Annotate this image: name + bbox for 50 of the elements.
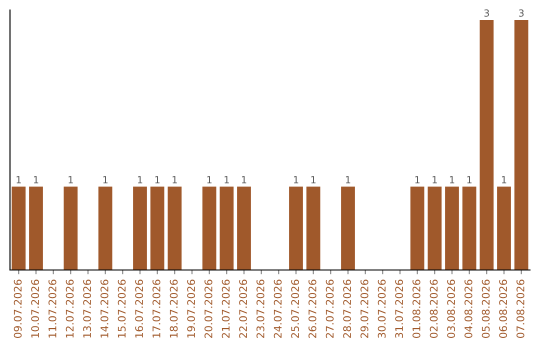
x-tick-label: 25.07.2026 bbox=[291, 280, 300, 338]
data-label: 1 bbox=[172, 176, 177, 184]
x-tick-label: 31.07.2026 bbox=[395, 280, 404, 338]
x-tick-label: 11.07.2026 bbox=[48, 280, 56, 338]
x-tick-label: 02.08.2026 bbox=[430, 280, 438, 338]
x-tick-label: 06.08.2026 bbox=[499, 280, 508, 338]
data-label: 1 bbox=[294, 176, 298, 184]
x-tick-label: 27.07.2026 bbox=[326, 280, 334, 338]
x-tick-label: 29.07.2026 bbox=[360, 280, 368, 338]
data-label: 1 bbox=[138, 176, 142, 184]
x-tick-label: 24.07.2026 bbox=[274, 280, 282, 338]
x-tick-label: 05.08.2026 bbox=[482, 280, 490, 338]
data-label: 1 bbox=[103, 176, 108, 184]
data-label: 1 bbox=[224, 176, 229, 184]
data-label: 1 bbox=[242, 176, 246, 184]
data-label: 1 bbox=[311, 176, 316, 184]
data-label: 1 bbox=[68, 176, 73, 184]
x-tick-label: 28.07.2026 bbox=[343, 280, 352, 338]
x-tick-label: 16.07.2026 bbox=[135, 280, 144, 338]
data-label: 1 bbox=[207, 176, 212, 184]
data-label: 1 bbox=[450, 176, 454, 184]
data-label: 1 bbox=[34, 176, 38, 184]
x-tick-label: 19.07.2026 bbox=[187, 280, 196, 338]
x-tick-label: 14.07.2026 bbox=[100, 280, 108, 338]
x-tick-label: 21.07.2026 bbox=[222, 280, 230, 338]
x-tick-label: 17.07.2026 bbox=[152, 280, 160, 338]
data-label: 1 bbox=[415, 176, 420, 184]
data-label: 1 bbox=[346, 176, 350, 184]
x-tick-label: 10.07.2026 bbox=[31, 280, 40, 338]
data-label: 1 bbox=[502, 176, 506, 184]
x-tick-label: 30.07.2026 bbox=[378, 280, 386, 338]
data-label: 3 bbox=[484, 9, 489, 17]
x-tick-label: 15.07.2026 bbox=[118, 280, 126, 338]
data-label: 3 bbox=[518, 9, 524, 17]
data-label: 1 bbox=[432, 176, 437, 184]
x-tick-label: 18.07.2026 bbox=[170, 280, 178, 338]
x-tick-label: 04.08.2026 bbox=[464, 280, 472, 338]
x-tick-label: 26.07.2026 bbox=[308, 280, 316, 338]
x-tick-label: 22.07.2026 bbox=[239, 280, 248, 338]
x-tick-label: 09.07.2026 bbox=[14, 280, 22, 338]
x-tick-label: 12.07.2026 bbox=[66, 280, 74, 338]
x-tick-label: 13.07.2026 bbox=[83, 280, 92, 338]
x-tick-label: 07.08.2026 bbox=[516, 280, 524, 338]
x-tick-label: 01.08.2026 bbox=[412, 280, 420, 338]
x-tick-label: 23.07.2026 bbox=[256, 280, 264, 338]
data-label: 1 bbox=[155, 176, 160, 184]
data-label: 1 bbox=[16, 176, 21, 184]
x-tick-label: 20.07.2026 bbox=[204, 280, 212, 338]
x-tick-label: 03.08.2026 bbox=[447, 280, 456, 338]
data-label: 1 bbox=[467, 176, 472, 184]
